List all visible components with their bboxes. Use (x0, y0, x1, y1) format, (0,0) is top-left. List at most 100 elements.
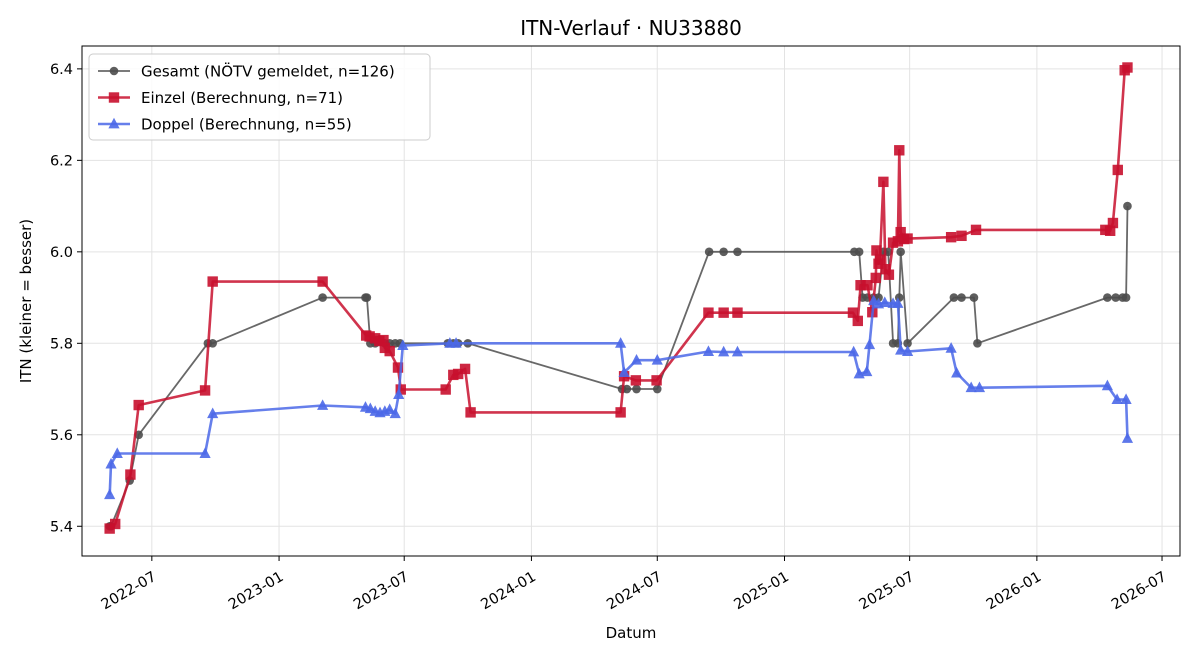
data-point (199, 447, 211, 458)
data-point (630, 354, 643, 365)
data-point (397, 339, 409, 350)
data-point (951, 366, 963, 378)
data-point (1107, 217, 1119, 229)
data-point (863, 338, 876, 350)
data-point (945, 342, 957, 353)
legend-swatch-marker (109, 66, 119, 76)
data-point (718, 345, 730, 357)
data-point (615, 407, 626, 418)
data-point (384, 345, 395, 357)
legend-item-einzel: Einzel (Berechnung, n=71) (98, 89, 343, 107)
y-tick-label: 6.2 (50, 153, 73, 169)
data-point (874, 254, 886, 265)
data-point (949, 293, 959, 302)
data-point (105, 457, 117, 469)
series-doppel (104, 294, 1134, 500)
data-point (703, 307, 714, 318)
data-point (718, 307, 729, 318)
y-axis-label: ITN (kleiner = besser) (17, 219, 35, 383)
y-tick-label: 5.8 (50, 336, 73, 352)
legend-item-gesamt: Gesamt (NÖTV gemeldet, n=126) (98, 62, 395, 81)
data-point (1111, 393, 1123, 404)
y-tick-label: 6.4 (50, 62, 73, 78)
data-point (880, 264, 891, 275)
data-point (111, 447, 123, 458)
data-point (630, 375, 642, 386)
data-point (1112, 164, 1123, 176)
data-point (1101, 379, 1113, 391)
data-point (847, 307, 859, 318)
data-point (104, 523, 115, 534)
data-point (956, 230, 967, 242)
data-point (854, 247, 864, 257)
legend-swatch-marker (108, 117, 120, 129)
data-point (632, 384, 641, 394)
plot-frame (81, 45, 1181, 557)
data-point (318, 293, 327, 302)
data-point (207, 407, 219, 419)
data-point (452, 368, 464, 380)
data-point (957, 293, 966, 302)
data-point (902, 233, 913, 244)
data-point (1122, 62, 1133, 73)
data-point (862, 280, 873, 291)
data-point (732, 307, 743, 318)
y-tick-label: 5.6 (50, 428, 73, 444)
y-tick-label: 5.4 (50, 519, 73, 535)
data-point (378, 334, 389, 346)
data-point (384, 403, 396, 415)
data-point (965, 381, 977, 393)
data-point (895, 343, 907, 355)
data-point (440, 384, 451, 395)
data-point (969, 293, 979, 302)
data-point (133, 399, 144, 411)
data-point (104, 488, 116, 500)
data-point (901, 345, 914, 356)
data-point (651, 354, 663, 365)
data-point (459, 363, 471, 375)
data-point (317, 399, 329, 410)
data-point (895, 226, 906, 238)
data-point (719, 247, 728, 257)
data-point (883, 269, 895, 280)
legend-label: Doppel (Berechnung, n=55) (141, 116, 352, 134)
data-point (109, 518, 121, 530)
legend-label: Einzel (Berechnung, n=71) (141, 89, 343, 107)
data-point (848, 345, 860, 357)
data-point (362, 293, 372, 302)
data-point (702, 345, 715, 356)
x-axis-label: Datum (606, 624, 657, 642)
data-point (450, 337, 462, 348)
data-point (1120, 393, 1132, 404)
data-point (1111, 293, 1120, 302)
legend-frame (88, 53, 431, 141)
data-point (970, 224, 982, 236)
legend-label: Gesamt (NÖTV gemeldet, n=126) (141, 62, 395, 81)
data-point (651, 375, 662, 386)
legend: Gesamt (NÖTV gemeldet, n=126) Einzel (Ber… (88, 53, 431, 141)
data-point (199, 385, 211, 396)
data-point (618, 366, 630, 377)
y-tick-label: 6.0 (50, 245, 73, 261)
series-layer (104, 62, 1134, 534)
data-point (878, 176, 889, 188)
legend-item-doppel: Doppel (Berechnung, n=55) (98, 116, 352, 134)
data-point (861, 365, 873, 377)
data-point (465, 407, 476, 418)
data-point (855, 280, 866, 291)
data-point (892, 236, 904, 247)
data-point (393, 388, 405, 399)
data-point (317, 276, 328, 287)
data-point (879, 296, 891, 308)
data-point (903, 339, 912, 348)
data-point (208, 339, 217, 348)
data-point (615, 337, 627, 348)
data-point (704, 247, 714, 257)
data-point (852, 315, 863, 327)
data-point (1103, 293, 1112, 302)
data-point (731, 345, 744, 357)
data-point (1121, 432, 1134, 443)
data-point (871, 245, 882, 256)
data-point (364, 331, 375, 342)
